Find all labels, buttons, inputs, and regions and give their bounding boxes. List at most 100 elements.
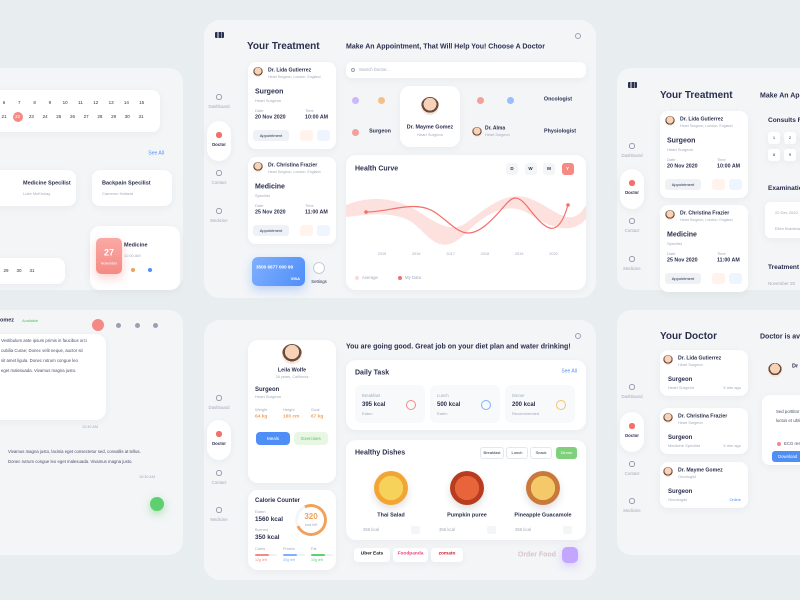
calendar-day[interactable]: 6 — [2, 99, 6, 105]
meals-button[interactable] — [256, 432, 290, 445]
add-button[interactable] — [487, 526, 496, 534]
calendar-day[interactable]: 31 — [138, 113, 144, 119]
calendar-day[interactable]: 22 — [15, 113, 21, 119]
nav-item[interactable]: Dashboard — [208, 103, 230, 109]
period-button[interactable] — [524, 163, 537, 175]
call-button[interactable] — [300, 130, 313, 141]
dish-tab[interactable] — [480, 447, 504, 459]
calendar-day[interactable]: 14 — [123, 99, 129, 105]
dish-tab[interactable] — [506, 447, 528, 459]
calendar-cell[interactable] — [768, 149, 780, 161]
calendar-day[interactable]: 26 — [69, 113, 76, 119]
order-food[interactable]: Order Food — [517, 551, 556, 559]
video-button[interactable] — [317, 130, 330, 141]
calendar-cell[interactable] — [784, 149, 796, 161]
calendar-day[interactable]: 25 — [56, 113, 62, 119]
period[interactable]: M — [547, 165, 551, 171]
tab[interactable]: Breakfast — [483, 450, 501, 455]
call-button[interactable] — [300, 225, 313, 236]
nav-item[interactable]: Doctor — [212, 141, 226, 147]
calendar-day[interactable]: 30 — [124, 113, 130, 119]
search-box[interactable] — [346, 62, 586, 78]
nav-item[interactable]: Contact — [211, 179, 227, 185]
calendar-day[interactable]: 10 — [62, 99, 68, 105]
nav-item[interactable]: Doctor — [625, 189, 639, 195]
nav-item[interactable]: Doctor — [625, 432, 639, 438]
calendar-day[interactable]: 13 — [108, 99, 114, 105]
calendar-day[interactable]: 27 — [83, 113, 89, 119]
tab[interactable]: Dinner — [560, 450, 573, 455]
call-button[interactable] — [712, 273, 725, 284]
period-button[interactable] — [506, 163, 518, 175]
appointment-button[interactable] — [665, 273, 701, 284]
calendar-day[interactable]: 28 — [97, 113, 103, 119]
nav-item[interactable]: Doctor — [212, 440, 226, 446]
appointment-button[interactable] — [253, 225, 289, 236]
nav-item[interactable]: Medicine — [623, 507, 641, 513]
add-button[interactable] — [411, 526, 420, 534]
nav-item[interactable]: Dashboard — [621, 152, 643, 158]
dish-tab[interactable] — [556, 447, 577, 459]
payment-card[interactable] — [252, 257, 305, 286]
calendar-day[interactable]: 11 — [78, 99, 83, 105]
nav-item[interactable]: Contact — [624, 470, 640, 476]
period[interactable]: Y — [565, 165, 570, 171]
button-label[interactable]: Appointment — [259, 132, 283, 138]
calendar-day[interactable]: 7 — [18, 99, 21, 105]
doctor-card[interactable] — [660, 350, 748, 396]
label[interactable]: Foodpanda — [397, 551, 424, 557]
period-button[interactable] — [561, 163, 574, 175]
nav-item[interactable]: Medicine — [210, 516, 228, 522]
curve-line — [365, 197, 569, 234]
appointment-button[interactable] — [665, 179, 701, 190]
appointment-button[interactable] — [253, 130, 289, 141]
delivery-chip[interactable] — [393, 548, 428, 562]
doctor-card[interactable] — [660, 408, 748, 454]
nav-item[interactable]: Contact — [211, 479, 227, 485]
delivery-chip[interactable] — [354, 548, 390, 562]
tab[interactable]: Lunch — [511, 450, 523, 455]
calendar-day[interactable]: 21 — [1, 113, 7, 119]
calendar-cell[interactable] — [784, 132, 796, 144]
period[interactable]: D — [510, 165, 514, 171]
calendar-day[interactable]: 23 — [28, 113, 34, 119]
button-label[interactable]: Appointment — [259, 227, 283, 233]
add-button[interactable] — [563, 526, 572, 534]
delivery-chip[interactable] — [431, 548, 463, 562]
settings[interactable]: Settings — [311, 278, 327, 284]
button-label[interactable]: Appointment — [671, 275, 695, 281]
nav-item[interactable]: Medicine — [210, 217, 228, 223]
exercises-button[interactable] — [294, 432, 328, 445]
nav-item[interactable]: Medicine — [623, 265, 641, 271]
download-button[interactable] — [772, 451, 800, 462]
calendar-day[interactable]: 8 — [33, 99, 36, 105]
video-button[interactable] — [317, 225, 330, 236]
button-label[interactable]: Meals — [266, 435, 280, 441]
video-button[interactable] — [729, 179, 742, 190]
period-button[interactable] — [543, 163, 555, 175]
calendar-day[interactable]: 24 — [42, 113, 48, 119]
calendar-cell[interactable] — [768, 132, 780, 144]
nav-item[interactable]: Dashboard — [208, 404, 230, 410]
see-all[interactable]: See All — [148, 150, 164, 157]
label[interactable]: Uber Eats — [360, 551, 384, 557]
video-button[interactable] — [729, 273, 742, 284]
call-button[interactable] — [712, 179, 725, 190]
dish-tab[interactable] — [530, 447, 552, 459]
calendar-day[interactable]: 12 — [93, 99, 99, 105]
tab[interactable]: Snack — [535, 450, 547, 455]
doctor-card[interactable] — [660, 462, 748, 508]
order-button[interactable] — [562, 547, 578, 563]
calendar-day[interactable]: 15 — [139, 99, 145, 105]
period[interactable]: W — [528, 165, 533, 171]
button-label[interactable]: Exercises — [301, 435, 321, 441]
nav-item[interactable]: Contact — [624, 227, 640, 233]
button-label[interactable]: Download — [778, 453, 798, 459]
nav-item[interactable]: Dashboard — [621, 393, 643, 399]
label[interactable]: zomato — [438, 551, 456, 557]
calendar-day[interactable]: 29 — [111, 113, 117, 119]
see-all[interactable]: See All — [561, 368, 577, 375]
calendar-day[interactable]: 9 — [48, 99, 52, 105]
featured-doctor[interactable] — [400, 86, 460, 147]
button-label[interactable]: Appointment — [671, 181, 695, 187]
